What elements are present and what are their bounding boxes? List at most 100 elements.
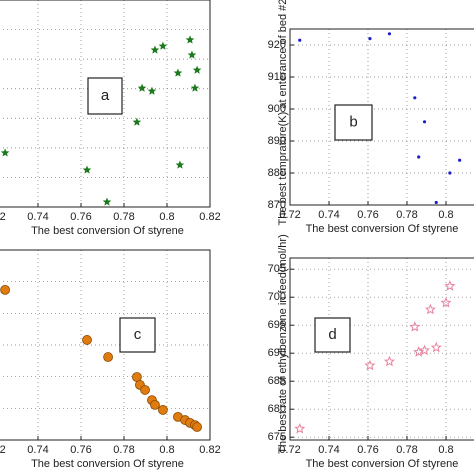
point [430,341,442,353]
x-tick-label: 0.74 [27,444,48,456]
point [419,344,431,356]
x-tick-label: 0.78 [113,211,134,223]
axes-frame [289,257,474,441]
x-tick-label: 0.8 [438,444,453,456]
point [440,296,452,308]
point [185,35,195,44]
point [82,165,92,174]
point [368,37,372,41]
y-tick-label: 675 [268,431,286,443]
axes-frame [289,28,474,206]
y-tick-label: 690 [268,347,286,359]
point [417,155,421,159]
x-tick-label: 0.82 [199,444,220,456]
x-tick-label: 0.76 [357,209,378,221]
point [422,120,427,124]
x-tick-label: 0.82 [199,211,220,223]
x-tick-label: 0.76 [357,444,378,456]
x-axis-label: The best conversion Of styrene [306,458,459,470]
x-tick-label: 0.8 [159,211,174,223]
y-tick-label: 890 [268,135,286,147]
annotation: d [328,326,336,343]
panel: 870 880 890 900 910 920 0.72 0.74 0.76 0.78 0.8 The… [268,0,474,235]
point [173,68,183,77]
x-tick-label: 0.8 [438,209,453,221]
annotation: c [134,326,142,343]
point [387,32,392,36]
y-tick-label: 900 [268,103,286,115]
point [294,422,306,434]
point [192,65,202,74]
annotation: a [101,87,110,104]
y-tick-label: 705 [268,263,286,275]
point [364,359,376,371]
point [434,200,438,205]
point [192,422,203,432]
y-tick-label: 880 [268,167,286,179]
point [158,41,168,50]
point [458,158,462,162]
point [190,83,200,92]
point [383,355,395,367]
plot-area [0,0,210,207]
y-tick-label: 870 [268,199,286,211]
x-axis-label: The best conversion Of styrene [31,225,184,237]
y-tick-label: 695 [268,319,286,331]
point [413,96,417,100]
x-tick-label: 0.72 [0,444,6,456]
point [429,216,432,219]
x-tick-label: 0.8 [159,444,174,456]
x-tick-label: 0.74 [27,211,48,223]
axes-frame [0,249,211,441]
point [140,385,150,395]
y-axis-label: The best rate of ethylbenzene in feed(mo… [277,234,289,454]
x-tick-label: 0.72 [279,444,300,456]
axes-frame [0,0,211,208]
point [132,117,142,126]
annotation-box [87,77,123,115]
plot-area [0,250,210,440]
x-axis-label: The best conversion Of styrene [31,458,184,470]
point [0,148,10,157]
point [424,303,436,315]
point [0,284,11,295]
point [187,50,197,59]
point [150,45,160,54]
point [448,171,452,175]
x-tick-label: 0.74 [318,209,339,221]
point [137,83,147,92]
annotation-box [119,317,156,353]
y-tick-label: 910 [268,71,286,83]
plot-area [290,29,474,219]
point [147,86,157,95]
point [102,197,112,206]
panel: 675 680 685 690 695 700 705 0.72 0.74 0.76 0.78 0.8… [268,234,474,470]
point [82,335,92,345]
x-tick-label: 0.76 [70,211,91,223]
x-tick-label: 0.78 [396,209,417,221]
annotation-box [334,104,373,141]
annotation-box [314,317,351,353]
x-tick-label: 0.72 [279,209,300,221]
point [444,280,456,291]
x-tick-label: 0.76 [70,444,91,456]
point [150,399,160,410]
y-tick-label: 685 [268,375,286,387]
x-axis-label: The best conversion Of styrene [306,223,459,235]
x-tick-label: 0.78 [396,444,417,456]
x-tick-label: 0.78 [113,444,134,456]
point [158,405,168,415]
y-axis-label: The best temprature(K) at enterance of b… [277,0,289,225]
point [103,352,113,362]
y-tick-label: 680 [268,403,286,415]
annotation: b [349,113,357,130]
point [175,160,185,169]
point [409,321,421,332]
point [298,38,302,42]
y-tick-label: 920 [268,39,286,51]
y-tick-label: 700 [268,291,286,303]
x-tick-label: 0.74 [318,444,339,456]
